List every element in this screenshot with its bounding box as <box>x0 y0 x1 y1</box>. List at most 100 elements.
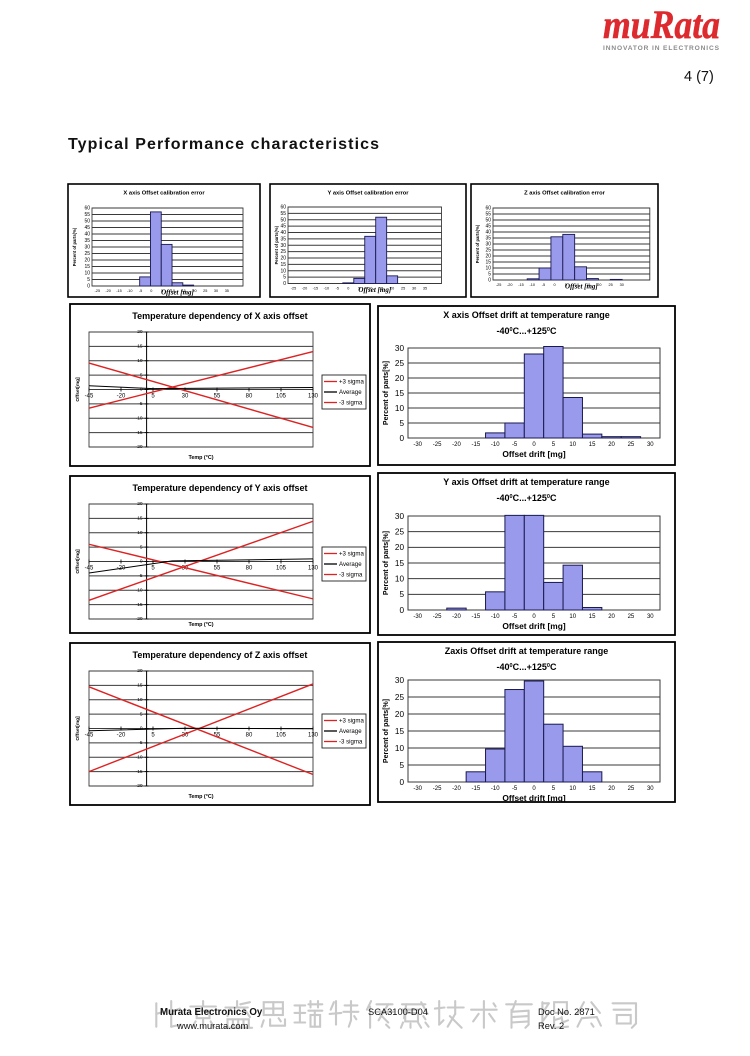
svg-text:Offset drift [mg]: Offset drift [mg] <box>502 449 565 459</box>
svg-text:Average: Average <box>339 389 362 396</box>
svg-text:-10: -10 <box>127 289 133 293</box>
svg-text:60: 60 <box>485 206 491 212</box>
svg-text:-20: -20 <box>117 733 126 739</box>
svg-text:+3 sigma: +3 sigma <box>339 551 365 558</box>
svg-text:0: 0 <box>399 778 404 787</box>
svg-text:60: 60 <box>84 206 90 212</box>
svg-text:INNOVATOR IN ELECTRONICS: INNOVATOR IN ELECTRONICS <box>603 45 720 52</box>
svg-text:Percent of parts(%): Percent of parts(%) <box>274 225 279 264</box>
svg-text:-5: -5 <box>512 786 518 792</box>
svg-text:25: 25 <box>84 251 90 257</box>
svg-text:20: 20 <box>390 287 394 291</box>
svg-text:5: 5 <box>552 442 556 448</box>
svg-text:-15: -15 <box>472 614 481 620</box>
svg-text:25: 25 <box>628 614 635 620</box>
svg-text:10: 10 <box>395 404 405 413</box>
svg-text:Offset[mg]: Offset[mg] <box>75 716 81 741</box>
svg-text:Average: Average <box>339 561 362 568</box>
svg-text:5: 5 <box>565 283 567 287</box>
svg-text:10: 10 <box>569 786 576 792</box>
svg-text:-10: -10 <box>324 287 330 291</box>
svg-text:30: 30 <box>485 242 491 248</box>
svg-text:X axis Offset drift at tempera: X axis Offset drift at temperature range <box>443 310 610 320</box>
svg-text:-30: -30 <box>413 786 422 792</box>
svg-text:-30: -30 <box>413 442 422 448</box>
svg-text:25: 25 <box>203 289 207 293</box>
svg-text:15: 15 <box>589 442 596 448</box>
svg-text:55: 55 <box>214 394 221 400</box>
svg-text:10: 10 <box>137 697 143 703</box>
svg-text:105: 105 <box>276 566 287 572</box>
svg-text:Percent of parts[%]: Percent of parts[%] <box>383 361 390 425</box>
svg-text:-15: -15 <box>472 786 481 792</box>
svg-text:Percent of parts[%]: Percent of parts[%] <box>383 531 390 595</box>
svg-text:45: 45 <box>84 225 90 231</box>
svg-text:20: 20 <box>280 256 286 262</box>
svg-text:-20: -20 <box>452 614 461 620</box>
svg-text:-20: -20 <box>452 786 461 792</box>
svg-text:-25: -25 <box>433 442 442 448</box>
svg-text:20: 20 <box>608 786 615 792</box>
svg-text:5: 5 <box>151 733 155 739</box>
svg-text:20: 20 <box>137 329 143 335</box>
svg-text:20: 20 <box>395 543 405 552</box>
svg-text:15: 15 <box>379 287 383 291</box>
svg-text:-15: -15 <box>136 430 143 436</box>
svg-text:25: 25 <box>628 786 635 792</box>
svg-text:10: 10 <box>171 289 175 293</box>
svg-text:35: 35 <box>280 236 286 242</box>
svg-text:Percent of parts(%): Percent of parts(%) <box>475 224 480 263</box>
svg-text:0: 0 <box>532 442 536 448</box>
svg-text:105: 105 <box>276 394 287 400</box>
svg-text:-400C...+1250C: -400C...+1250C <box>497 493 557 503</box>
svg-text:0: 0 <box>532 786 536 792</box>
svg-text:80: 80 <box>246 394 253 400</box>
svg-text:30: 30 <box>214 289 218 293</box>
svg-text:-25: -25 <box>496 283 502 287</box>
svg-text:-20: -20 <box>136 783 143 789</box>
svg-text:50: 50 <box>84 219 90 225</box>
svg-text:80: 80 <box>246 733 253 739</box>
svg-text:55: 55 <box>214 566 221 572</box>
svg-text:5: 5 <box>87 277 90 283</box>
svg-text:5: 5 <box>399 590 404 599</box>
svg-text:-25: -25 <box>433 786 442 792</box>
svg-text:20: 20 <box>395 374 405 383</box>
svg-text:20: 20 <box>597 283 601 287</box>
svg-text:10: 10 <box>137 358 143 364</box>
svg-text:-3 sigma: -3 sigma <box>339 400 363 407</box>
svg-text:Offset drift [mg]: Offset drift [mg] <box>502 793 565 803</box>
svg-text:15: 15 <box>485 260 491 266</box>
svg-text:-10: -10 <box>136 415 143 421</box>
svg-text:-25: -25 <box>291 287 297 291</box>
svg-text:10: 10 <box>137 530 143 536</box>
svg-text:-10: -10 <box>491 614 500 620</box>
svg-text:40: 40 <box>485 230 491 236</box>
svg-text:15: 15 <box>395 727 405 736</box>
svg-text:30: 30 <box>620 283 624 287</box>
svg-text:20: 20 <box>395 710 405 719</box>
svg-text:30: 30 <box>647 442 654 448</box>
svg-text:30: 30 <box>280 243 286 249</box>
svg-text:-20: -20 <box>136 444 143 450</box>
svg-text:25: 25 <box>395 693 405 702</box>
svg-text:+3 sigma: +3 sigma <box>339 718 365 725</box>
svg-text:-10: -10 <box>136 754 143 760</box>
svg-text:10: 10 <box>395 744 405 753</box>
svg-text:0: 0 <box>140 559 143 565</box>
svg-text:-20: -20 <box>136 616 143 622</box>
svg-text:+3 sigma: +3 sigma <box>339 379 365 386</box>
svg-text:5: 5 <box>488 272 491 278</box>
svg-text:40: 40 <box>280 230 286 236</box>
svg-text:X axis Offset calibration erro: X axis Offset calibration error <box>123 191 205 197</box>
svg-text:-20: -20 <box>105 289 111 293</box>
svg-text:-15: -15 <box>116 289 122 293</box>
svg-text:-5: -5 <box>512 614 518 620</box>
svg-text:-15: -15 <box>518 283 524 287</box>
svg-text:10: 10 <box>368 287 372 291</box>
svg-text:5: 5 <box>399 419 404 428</box>
svg-text:-45: -45 <box>85 394 94 400</box>
svg-text:0: 0 <box>554 283 556 287</box>
svg-text:-15: -15 <box>313 287 319 291</box>
svg-text:-10: -10 <box>491 442 500 448</box>
